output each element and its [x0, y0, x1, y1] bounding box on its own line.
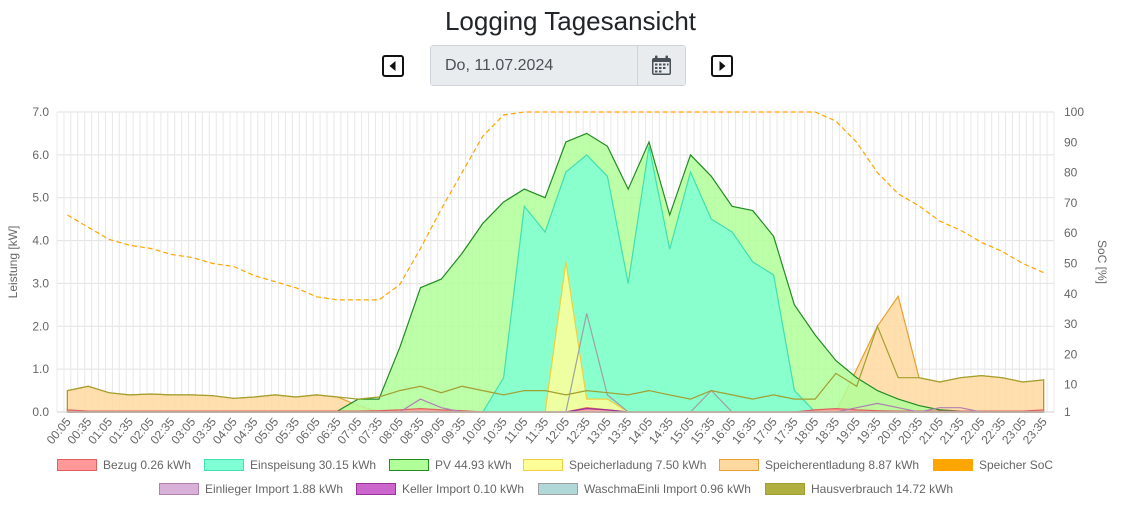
prev-day-button[interactable] — [382, 55, 404, 77]
legend-label: Keller Import 0.10 kWh — [402, 482, 525, 496]
legend-label: Einspeisung 30.15 kWh — [250, 458, 377, 472]
y2-tick-label: 20 — [1064, 347, 1078, 361]
y-tick-label: 7.0 — [32, 105, 49, 119]
legend-swatch — [538, 483, 578, 495]
y-tick-label: 0.0 — [32, 405, 49, 419]
soc-line — [67, 111, 1044, 301]
legend-swatch — [159, 483, 199, 495]
legend-swatch — [523, 459, 563, 471]
y2-tick-label: 50 — [1064, 257, 1078, 271]
y2-tick-label: 40 — [1064, 287, 1078, 301]
caret-right-square-icon — [711, 55, 733, 77]
y2-tick-label: 60 — [1064, 226, 1078, 240]
page-title: Logging Tagesansicht — [444, 6, 697, 36]
legend-swatch — [389, 459, 429, 471]
legend-label: PV 44.93 kWh — [435, 458, 512, 472]
y-tick-label: 5.0 — [32, 191, 49, 205]
calendar-icon — [652, 55, 671, 75]
date-input[interactable]: Do, 11.07.2024 — [431, 46, 638, 85]
y2-tick-label: 80 — [1064, 166, 1078, 180]
y2-tick-label: 100 — [1064, 105, 1084, 119]
x-tick-label: 23:35 — [1020, 415, 1050, 447]
y2-tick-label: 10 — [1064, 378, 1078, 392]
date-picker: Do, 11.07.2024 — [430, 45, 686, 86]
legend-label: Speicherentladung 8.87 kWh — [765, 458, 920, 472]
y2-tick-label: 30 — [1064, 317, 1078, 331]
y2-axis-title: SoC [%] — [1095, 240, 1109, 284]
legend-label: Speicher SoC — [979, 458, 1054, 472]
legend-swatch — [719, 459, 759, 471]
y-tick-label: 3.0 — [32, 276, 49, 290]
legend-swatch — [204, 459, 244, 471]
calendar-button[interactable] — [638, 46, 685, 85]
legend-label: Hausverbrauch 14.72 kWh — [811, 482, 954, 496]
legend-label: Bezug 0.26 kWh — [103, 458, 192, 472]
legend-label: WaschmaEinli Import 0.96 kWh — [584, 482, 751, 496]
y2-tick-label: 70 — [1064, 196, 1078, 210]
next-day-button[interactable] — [711, 55, 733, 77]
y2-tick-label: 90 — [1064, 135, 1078, 149]
y-tick-label: 1.0 — [32, 362, 49, 376]
y-tick-label: 6.0 — [32, 148, 49, 162]
y2-tick-label: 1 — [1064, 405, 1071, 419]
legend-label: Speicherladung 7.50 kWh — [569, 458, 707, 472]
legend-swatch — [765, 483, 805, 495]
series-area-9 — [66, 324, 1045, 413]
y-tick-label: 2.0 — [32, 319, 49, 333]
caret-left-square-icon — [382, 55, 404, 77]
y-axis-title: Leistung [kW] — [6, 226, 20, 299]
legend-label: Einlieger Import 1.88 kWh — [205, 482, 344, 496]
power-chart: 0.0 1.0 2.0 3.0 4.0 5.0 6.0 7.0 1 10 20 30 40 50 60 70 8… — [6, 105, 1109, 447]
y-tick-label: 4.0 — [32, 234, 49, 248]
legend-swatch — [57, 459, 97, 471]
legend-swatch — [356, 483, 396, 495]
legend-swatch — [933, 459, 973, 471]
